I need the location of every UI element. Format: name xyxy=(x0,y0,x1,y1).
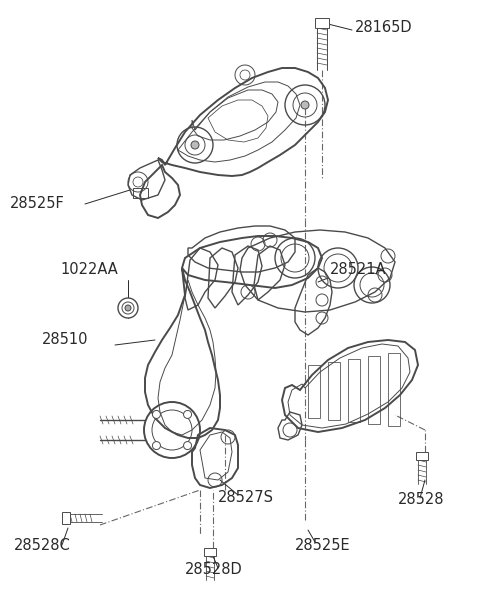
Polygon shape xyxy=(416,452,428,460)
Text: 28528: 28528 xyxy=(398,492,444,507)
Circle shape xyxy=(125,305,131,311)
Text: 1022AA: 1022AA xyxy=(60,263,118,277)
Circle shape xyxy=(183,411,192,419)
Polygon shape xyxy=(315,18,329,28)
Circle shape xyxy=(191,141,199,149)
Text: 28165D: 28165D xyxy=(355,21,413,36)
Text: 28528C: 28528C xyxy=(14,538,71,553)
Circle shape xyxy=(301,101,309,109)
Circle shape xyxy=(183,442,192,449)
Text: 28528D: 28528D xyxy=(185,562,243,577)
Polygon shape xyxy=(62,512,70,524)
Text: 28527S: 28527S xyxy=(218,490,274,506)
Text: 28521A: 28521A xyxy=(330,263,386,277)
Circle shape xyxy=(153,411,160,419)
Text: 28525E: 28525E xyxy=(295,538,350,553)
Text: 28510: 28510 xyxy=(42,332,88,347)
Text: 28525F: 28525F xyxy=(10,196,65,211)
Circle shape xyxy=(153,442,160,449)
Polygon shape xyxy=(204,548,216,556)
Circle shape xyxy=(118,298,138,318)
